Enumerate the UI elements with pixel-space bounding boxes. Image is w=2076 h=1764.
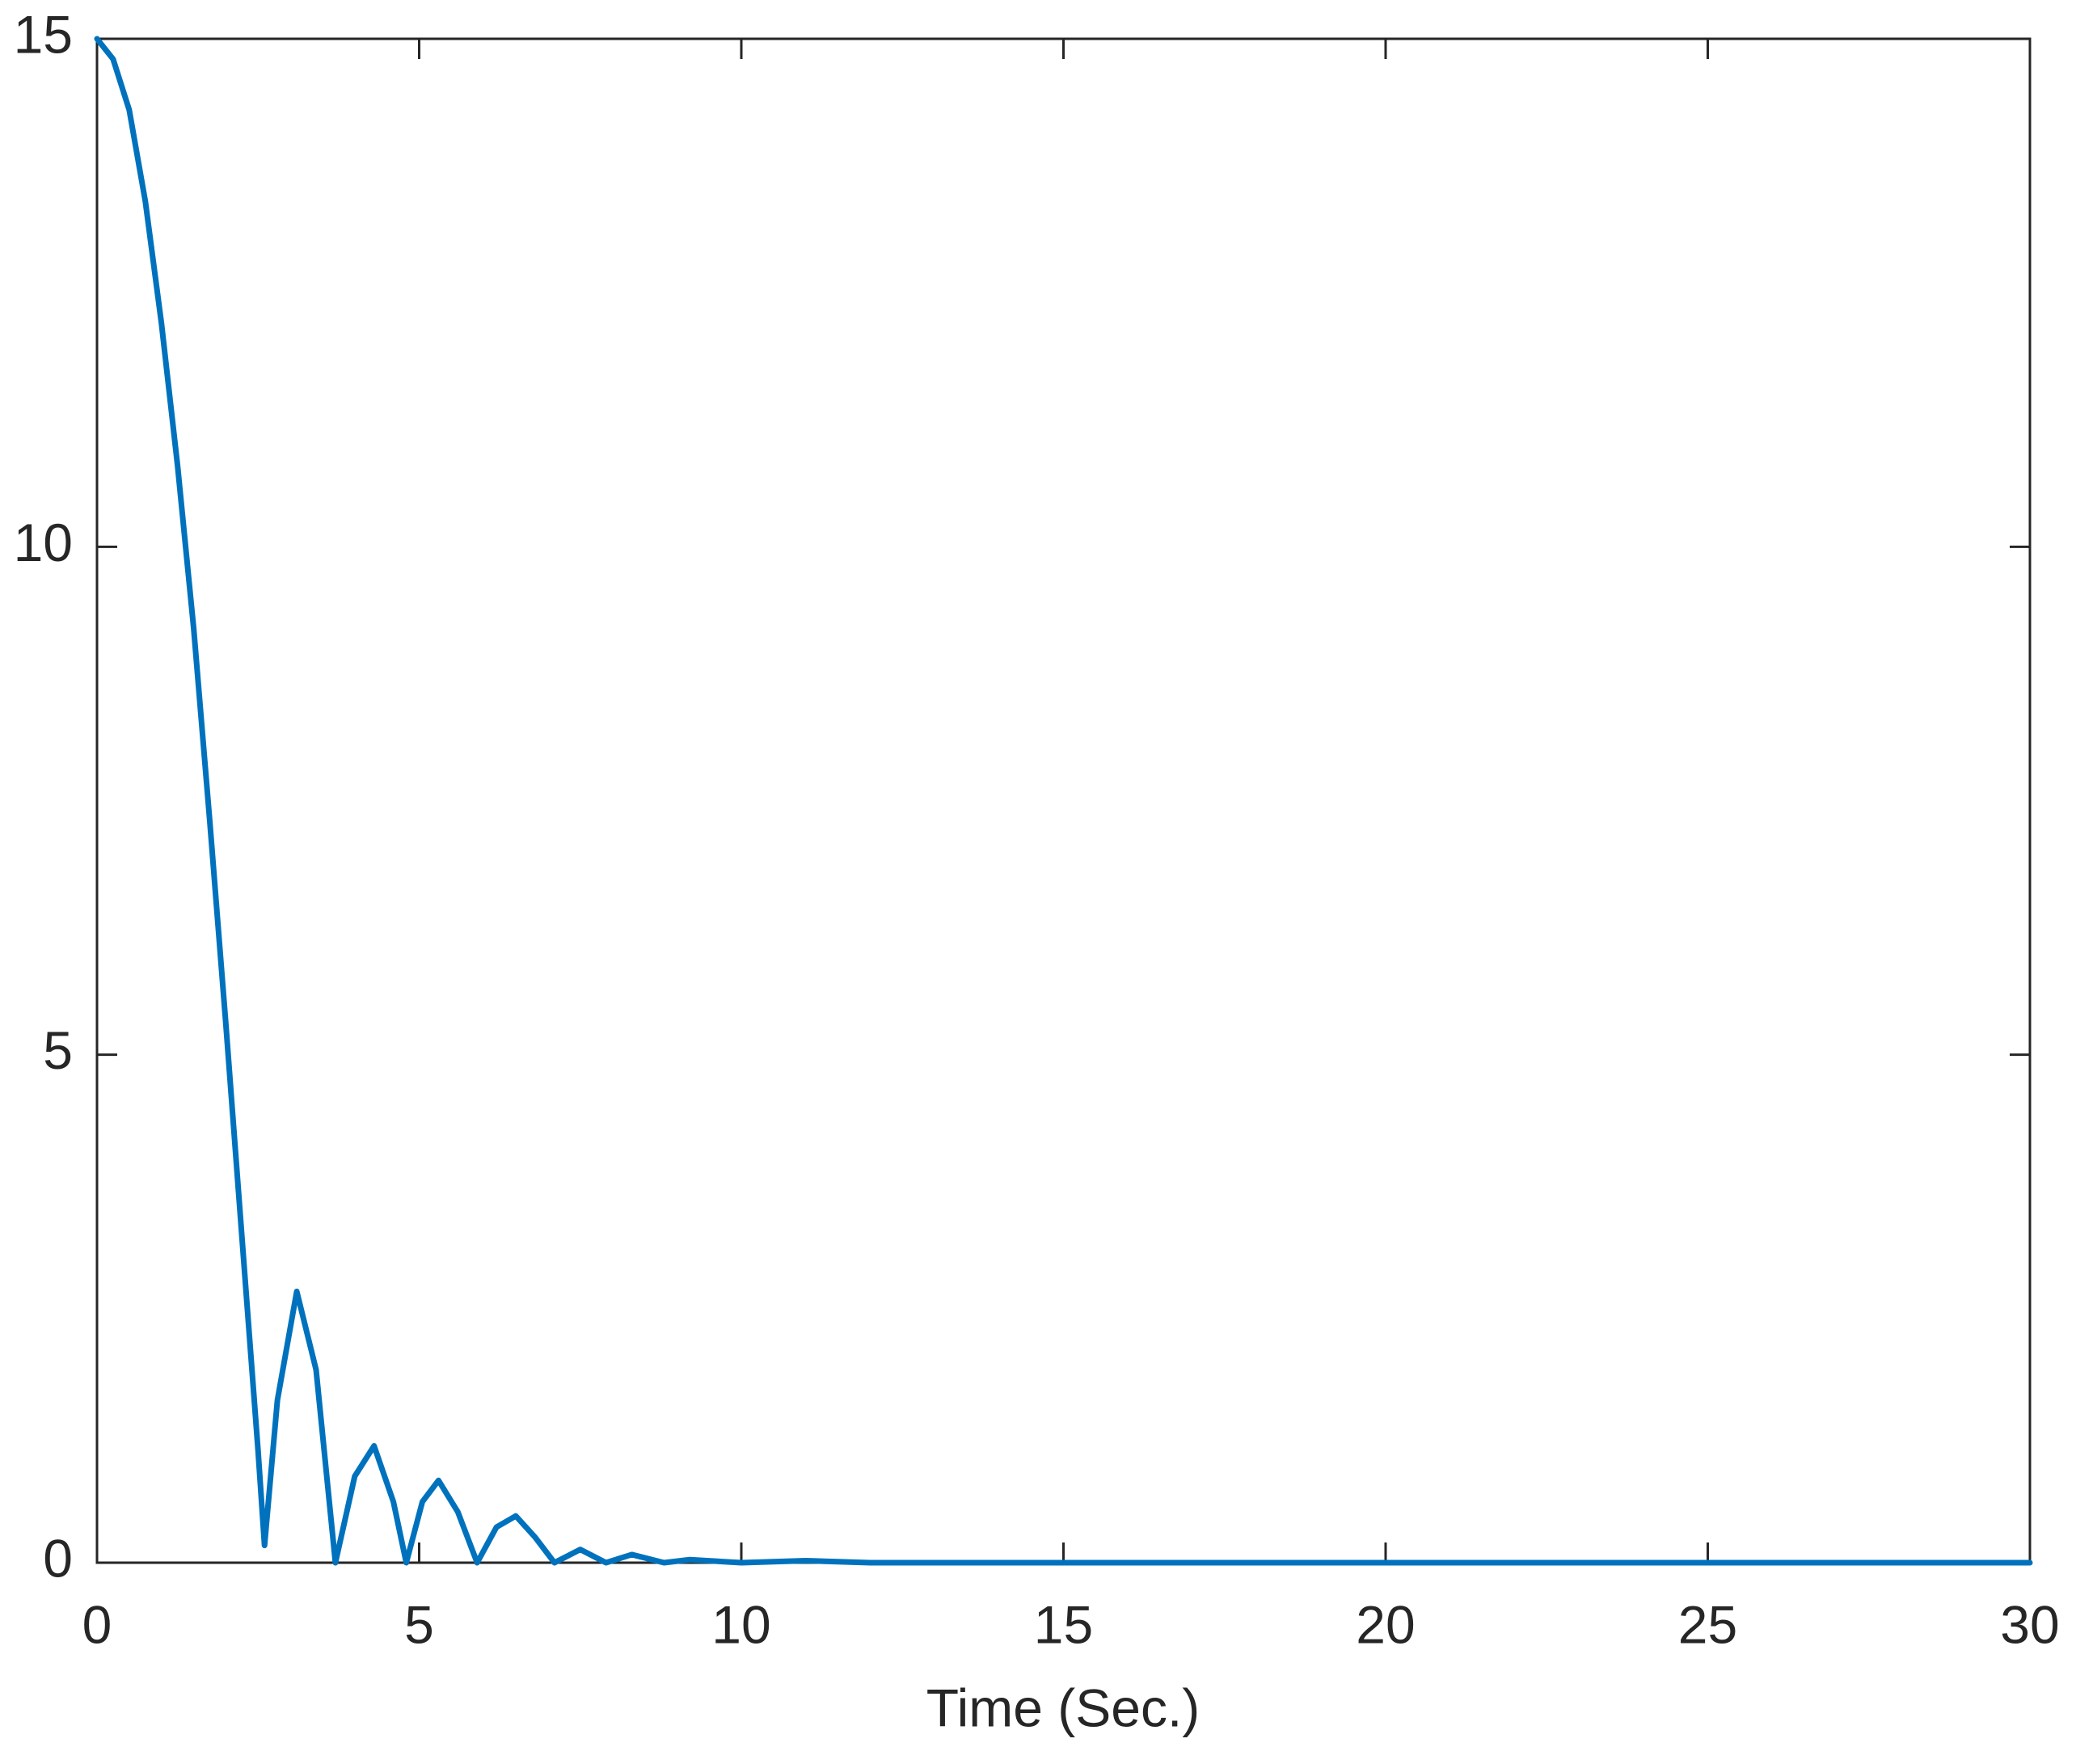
- x-tick-label: 30: [2000, 1594, 2059, 1654]
- plot-frame: [95, 37, 2032, 1564]
- x-tick-label: 5: [404, 1594, 434, 1654]
- y-tick-label: 15: [14, 4, 73, 64]
- x-tick-label: 25: [1678, 1594, 1737, 1654]
- x-tick-label: 10: [711, 1594, 770, 1654]
- y-tick-label: 10: [14, 513, 73, 572]
- x-tick-label: 0: [82, 1594, 112, 1654]
- x-axis-label: Time (Sec.): [926, 1677, 1200, 1737]
- data-line: [94, 36, 2033, 1566]
- y-tick-label: 5: [43, 1020, 73, 1080]
- x-tick-label: 15: [1034, 1594, 1093, 1654]
- x-tick-label: 20: [1356, 1594, 1415, 1654]
- y-tick-label: 0: [43, 1528, 73, 1588]
